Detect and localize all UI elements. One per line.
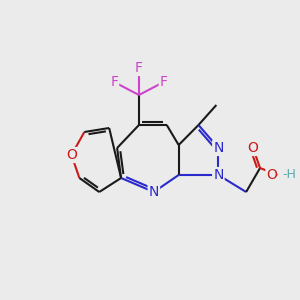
Text: O: O: [248, 141, 259, 155]
Text: F: F: [135, 61, 143, 75]
Text: F: F: [160, 75, 168, 89]
Text: -H: -H: [283, 169, 297, 182]
Text: O: O: [66, 148, 77, 162]
Text: N: N: [213, 141, 224, 155]
Text: O: O: [266, 168, 277, 182]
Text: N: N: [213, 168, 224, 182]
Text: N: N: [149, 185, 159, 199]
Text: F: F: [110, 75, 118, 89]
